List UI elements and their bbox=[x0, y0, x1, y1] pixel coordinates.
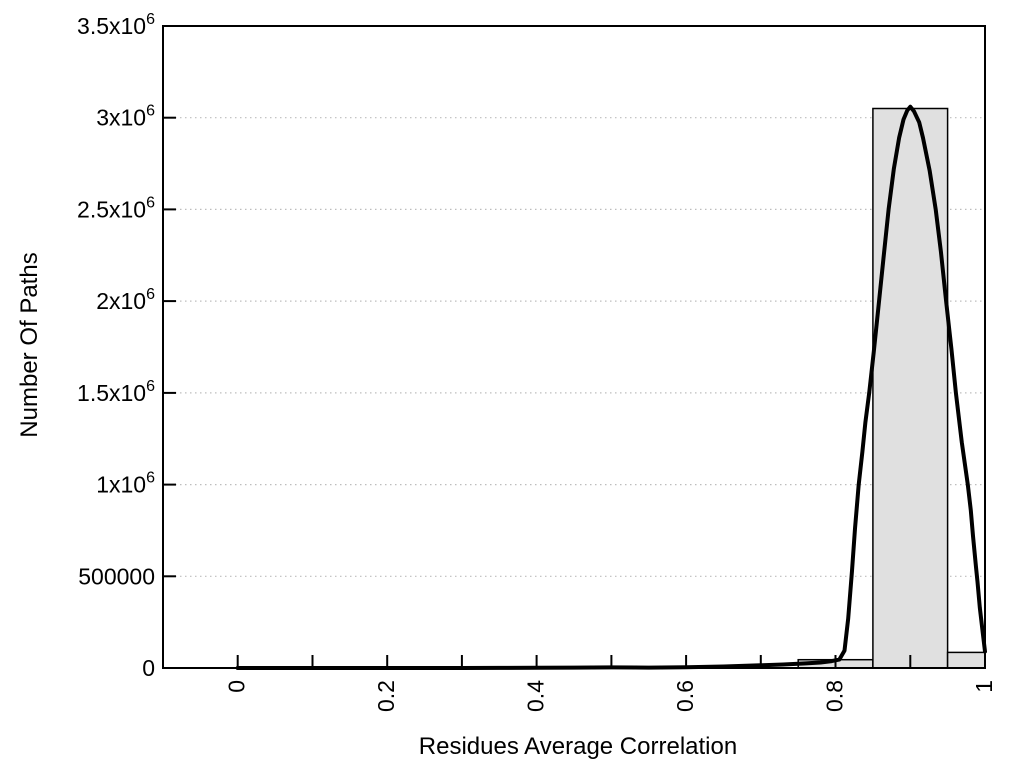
y-tick-label: 1x106 bbox=[96, 470, 155, 498]
y-tick-label: 2x106 bbox=[96, 286, 155, 314]
plot-border bbox=[162, 25, 986, 669]
histogram-bar bbox=[946, 651, 986, 669]
x-tick-label: 0.2 bbox=[373, 680, 399, 712]
histogram-bar bbox=[872, 107, 949, 669]
y-tick-label: 3.5x106 bbox=[77, 11, 155, 39]
x-tick-label: 0.6 bbox=[672, 680, 698, 712]
x-tick-label: 0.4 bbox=[523, 680, 549, 712]
x-tick-label: 0.8 bbox=[822, 680, 848, 712]
y-tick-label: 0 bbox=[142, 655, 155, 681]
x-tick-label: 0 bbox=[224, 680, 250, 693]
y-tick-label: 2.5x106 bbox=[77, 194, 155, 222]
y-tick-label: 3x106 bbox=[96, 103, 155, 131]
y-axis-title: Number Of Paths bbox=[16, 252, 43, 438]
x-tick-label: 1 bbox=[971, 680, 997, 693]
x-axis-title: Residues Average Correlation bbox=[418, 733, 738, 760]
y-tick-label: 1.5x106 bbox=[77, 378, 155, 406]
y-tick-label: 500000 bbox=[78, 563, 155, 589]
